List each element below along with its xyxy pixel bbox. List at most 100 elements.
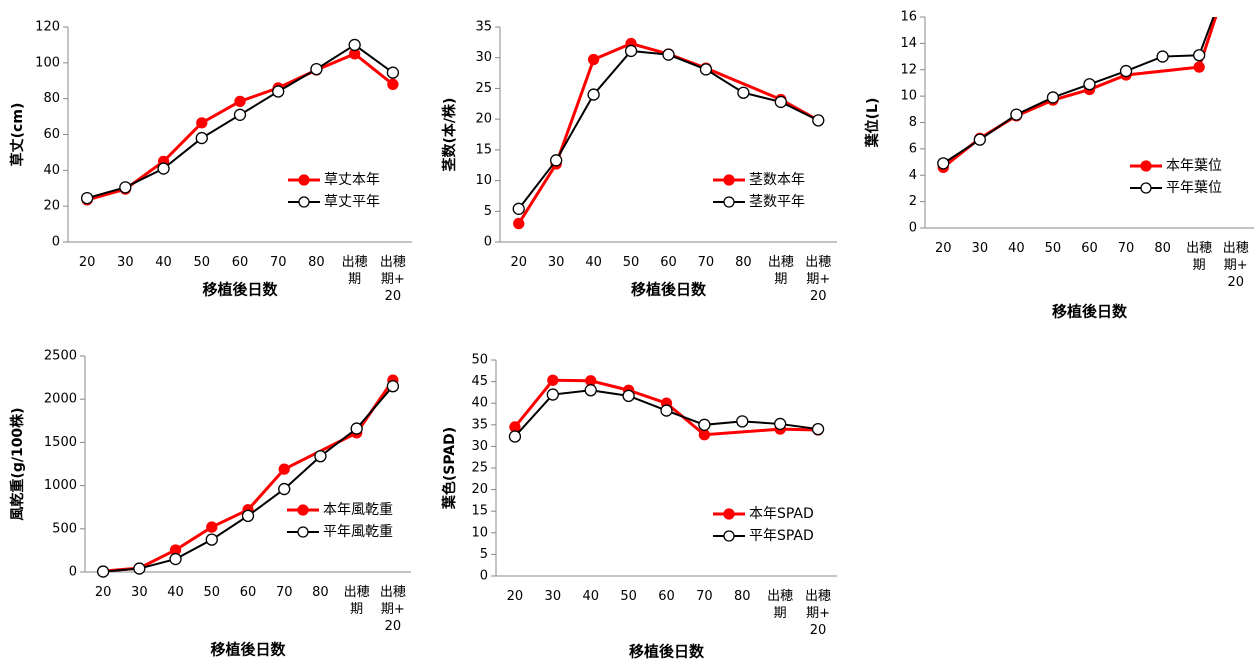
legend-marker: [723, 530, 735, 542]
series-line: [517, 41, 820, 225]
marker: [587, 53, 600, 66]
marker: [234, 95, 246, 108]
y-axis-title: 葉位(L): [864, 98, 881, 149]
y-tick-label: 30: [475, 50, 492, 65]
y-tick-label: 16: [900, 10, 917, 25]
marker: [698, 418, 711, 431]
x-tick-label: 70: [696, 589, 713, 604]
y-tick-label: 10: [900, 89, 917, 104]
marker: [314, 450, 327, 463]
marker: [547, 374, 559, 386]
y-tick-label: 10: [471, 525, 488, 540]
y-tick-label: 5: [484, 204, 492, 219]
legend-label: 草丈本年: [324, 172, 380, 188]
plot: [96, 374, 400, 578]
marker: [508, 430, 522, 443]
y-tick-label: 500: [52, 521, 77, 536]
marker: [1193, 61, 1205, 73]
x-tick-label: 40: [167, 585, 184, 600]
y-tick-label: 12: [900, 62, 917, 77]
y-tick-label: 25: [475, 81, 492, 96]
marker: [1046, 91, 1060, 104]
x-tick-label: 80: [308, 255, 325, 270]
marker: [624, 44, 638, 58]
marker: [133, 562, 146, 575]
marker: [272, 85, 285, 98]
x-tick-label: 40: [155, 255, 172, 270]
y-tick-label: 20: [475, 112, 492, 127]
marker: [310, 62, 323, 76]
legend-marker: [1140, 182, 1152, 194]
plot: [937, 17, 1218, 173]
y-tick-label: 15: [475, 142, 492, 157]
marker: [348, 38, 361, 52]
marker: [350, 422, 363, 435]
marker: [550, 154, 563, 167]
x-tick-label: 80: [312, 585, 329, 600]
x-tick-label: 30: [971, 241, 989, 256]
marker: [206, 521, 218, 533]
x-tick-label: 30: [117, 255, 134, 270]
x-tick-label: 出穂期+20: [1222, 241, 1249, 290]
y-tick-label: 0: [69, 565, 77, 580]
plot: [512, 37, 825, 230]
y-tick-label: 120: [35, 20, 60, 35]
x-tick-label: 50: [1044, 241, 1062, 256]
x-axis-title: 移植後日数: [1052, 303, 1128, 321]
x-tick-label: 出穂期: [767, 255, 794, 287]
legend-marker: [723, 508, 735, 520]
x-tick-label: 50: [620, 589, 637, 604]
x-tick-label: 出穂期: [767, 589, 794, 621]
x-tick-label: 30: [131, 585, 148, 600]
x-tick-label: 20: [510, 255, 527, 270]
marker: [1156, 50, 1169, 63]
marker: [622, 389, 635, 403]
x-tick-label: 80: [1154, 241, 1171, 256]
x-tick-label: 50: [622, 255, 640, 270]
y-tick-label: 6: [909, 141, 917, 156]
y-tick-label: 0: [480, 569, 488, 584]
marker: [660, 404, 673, 417]
legend-marker: [1140, 160, 1152, 172]
x-tick-label: 20: [506, 589, 524, 604]
legend-label: 茎数平年: [749, 194, 805, 210]
series-line: [103, 385, 394, 573]
y-tick-label: 8: [909, 115, 917, 130]
x-tick-label: 50: [203, 585, 221, 600]
x-tick-label: 80: [735, 255, 752, 270]
y-tick-label: 40: [43, 163, 60, 178]
marker: [233, 108, 247, 121]
marker: [662, 48, 675, 61]
y-tick-label: 20: [471, 482, 488, 497]
x-axis-title: 移植後日数: [629, 643, 705, 661]
x-tick-label: 出穂期+20: [805, 255, 832, 304]
marker: [698, 429, 711, 441]
x-tick-label: 70: [269, 255, 287, 270]
y-tick-label: 10: [475, 173, 492, 188]
y-axis-title: 風乾重(g/100株): [9, 407, 26, 520]
marker: [512, 202, 525, 215]
x-tick-label: 出穂期: [343, 585, 370, 617]
y-tick-label: 2: [909, 194, 917, 209]
y-tick-label: 2500: [44, 349, 77, 364]
marker: [737, 86, 750, 99]
legend-marker: [723, 196, 735, 208]
marker: [973, 133, 986, 146]
marker: [937, 157, 950, 170]
x-tick-label: 70: [275, 585, 293, 600]
x-axis-title: 移植後日数: [202, 281, 278, 299]
x-tick-label: 40: [582, 589, 599, 604]
marker: [1193, 49, 1206, 62]
x-tick-label: 20: [934, 241, 952, 256]
marker: [278, 482, 291, 496]
marker: [1010, 108, 1023, 121]
marker: [546, 388, 559, 401]
legend-label: 平年葉位: [1166, 180, 1222, 196]
marker: [584, 384, 597, 397]
legend-label: 本年風乾重: [323, 502, 393, 518]
y-tick-label: 50: [471, 353, 488, 368]
marker: [736, 415, 749, 428]
y-tick-label: 0: [52, 235, 60, 250]
